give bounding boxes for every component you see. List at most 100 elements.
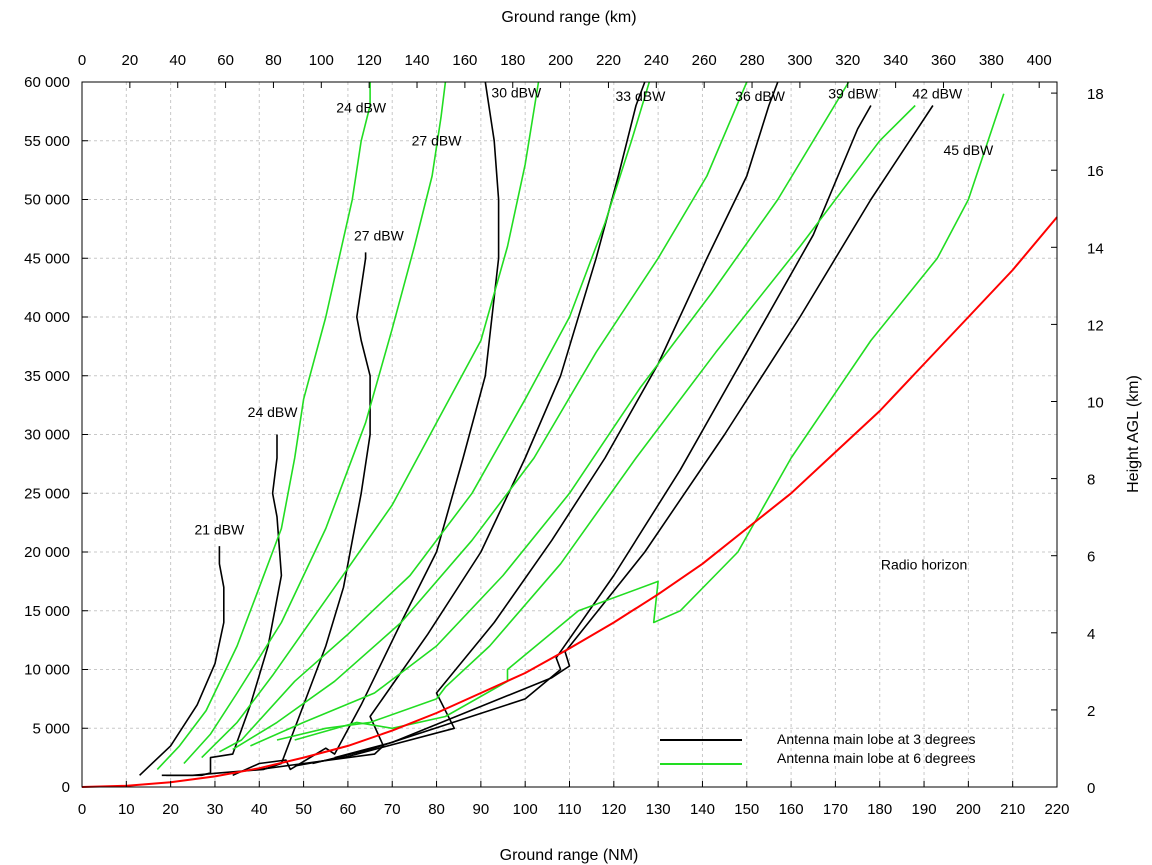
curve-label: 39 dBW — [828, 85, 879, 101]
x-tick-label: 200 — [956, 801, 981, 818]
x2-tick-label: 380 — [979, 52, 1004, 69]
curve-36-dbw-6deg — [232, 81, 748, 751]
x-tick-label: 90 — [473, 801, 490, 818]
y2-tick-label: 8 — [1087, 472, 1095, 489]
radio-horizon-line — [81, 216, 1058, 788]
curve-label: 45 dBW — [943, 142, 994, 158]
x2-axis-title: Ground range (km) — [501, 9, 636, 26]
legend-label-6deg: Antenna main lobe at 6 degrees — [777, 750, 975, 766]
curves — [81, 81, 1058, 788]
y-tick-label: 0 — [62, 779, 70, 796]
x2-tick-label: 60 — [217, 52, 234, 69]
curve-label: 30 dBW — [491, 84, 542, 100]
curve-24-dbw-6deg — [156, 82, 371, 770]
y2-tick-label: 6 — [1087, 549, 1095, 566]
x2-tick-label: 140 — [405, 52, 430, 69]
x2-tick-label: 320 — [835, 52, 860, 69]
x-tick-label: 100 — [513, 801, 538, 818]
y2-tick-label: 14 — [1087, 240, 1104, 257]
x-tick-label: 160 — [779, 801, 804, 818]
curve-label: 42 dBW — [912, 85, 963, 101]
y-tick-label: 45 000 — [24, 250, 70, 267]
tick-labels: 0 10 20 30 40 50 60 70 80 90 100 110 120 130 140 150 160… — [24, 52, 1104, 818]
curve-label: 33 dBW — [616, 88, 667, 104]
x-tick-label: 110 — [558, 801, 582, 818]
x-tick-label: 30 — [207, 801, 224, 818]
curve-27-dbw-3deg — [166, 252, 371, 777]
x-tick-label: 120 — [601, 801, 626, 818]
y-tick-label: 20 000 — [24, 544, 70, 561]
curve-39-dbw-6deg — [250, 81, 850, 747]
curve-42-dbw-3deg — [334, 105, 934, 759]
x2-tick-label: 260 — [692, 52, 717, 69]
curve-27-dbw-6deg — [183, 81, 447, 765]
x2-tick-label: 100 — [309, 52, 334, 69]
x-tick-label: 150 — [734, 801, 759, 818]
curve-45-dbw-6deg — [294, 93, 1005, 741]
y-tick-label: 5 000 — [32, 720, 70, 737]
curve-21-dbw-3deg — [139, 546, 225, 776]
x2-tick-label: 20 — [122, 52, 139, 69]
x2-tick-label: 180 — [500, 52, 525, 69]
curve-39-dbw-3deg — [312, 105, 872, 765]
x-tick-label: 50 — [295, 801, 312, 818]
x2-tick-label: 200 — [548, 52, 573, 69]
x2-tick-label: 280 — [740, 52, 765, 69]
x2-tick-label: 220 — [596, 52, 621, 69]
curve-33-dbw-6deg — [219, 81, 651, 753]
x2-tick-label: 40 — [169, 52, 186, 69]
curve-label: Radio horizon — [881, 557, 967, 573]
y-tick-label: 15 000 — [24, 603, 70, 620]
x2-tick-label: 120 — [357, 52, 382, 69]
y2-axis-title: Height AGL (km) — [1125, 375, 1142, 493]
y-tick-label: 25 000 — [24, 485, 70, 502]
y-tick-label: 50 000 — [24, 192, 70, 209]
x-tick-label: 130 — [646, 801, 671, 818]
y-tick-label: 60 000 — [24, 74, 70, 91]
y2-tick-label: 12 — [1087, 317, 1104, 334]
y2-tick-label: 4 — [1087, 626, 1095, 643]
gridlines — [82, 82, 1057, 787]
y2-tick-label: 16 — [1087, 163, 1104, 180]
x-tick-label: 20 — [162, 801, 179, 818]
curve-36-dbw-3deg — [294, 81, 779, 767]
y2-tick-label: 18 — [1087, 86, 1104, 103]
curve-label: 21 dBW — [194, 521, 245, 537]
x-tick-label: 80 — [428, 801, 445, 818]
y-tick-label: 55 000 — [24, 133, 70, 150]
x-tick-label: 220 — [1044, 801, 1069, 818]
x-tick-label: 180 — [867, 801, 892, 818]
curve-label: 27 dBW — [412, 132, 463, 148]
x-tick-label: 190 — [912, 801, 937, 818]
legend: Antenna main lobe at 3 degrees Antenna m… — [660, 731, 975, 766]
curve-label: 36 dBW — [735, 88, 786, 104]
x2-tick-label: 240 — [644, 52, 669, 69]
curve-label: 24 dBW — [248, 404, 299, 420]
curve-label: 24 dBW — [336, 100, 387, 116]
x2-tick-label: 400 — [1027, 52, 1052, 69]
curve-label: 27 dBW — [354, 228, 405, 244]
tick-marks — [81, 81, 1058, 788]
x2-tick-label: 0 — [78, 52, 86, 69]
x-tick-label: 170 — [823, 801, 848, 818]
x-axis-title: Ground range (NM) — [500, 847, 639, 864]
y2-tick-label: 2 — [1087, 703, 1095, 720]
x2-tick-label: 360 — [931, 52, 956, 69]
x2-tick-label: 300 — [787, 52, 812, 69]
x-tick-label: 70 — [384, 801, 401, 818]
y2-tick-label: 10 — [1087, 395, 1104, 412]
y-tick-label: 10 000 — [24, 662, 70, 679]
x-tick-label: 40 — [251, 801, 268, 818]
curve-33-dbw-3deg — [259, 81, 646, 771]
curve-labels: 21 dBW 24 dBW 27 dBW 30 dBW 33 dBW 36 dBW 39 d… — [194, 84, 994, 572]
y2-tick-label: 0 — [1087, 780, 1095, 797]
x-tick-label: 210 — [1000, 801, 1025, 818]
curve-30-dbw-6deg — [201, 81, 540, 759]
x-tick-label: 10 — [118, 801, 135, 818]
y-tick-label: 40 000 — [24, 309, 70, 326]
x2-tick-label: 340 — [883, 52, 908, 69]
x2-tick-label: 160 — [452, 52, 477, 69]
y-tick-label: 30 000 — [24, 427, 70, 444]
legend-label-3deg: Antenna main lobe at 3 degrees — [777, 731, 975, 747]
